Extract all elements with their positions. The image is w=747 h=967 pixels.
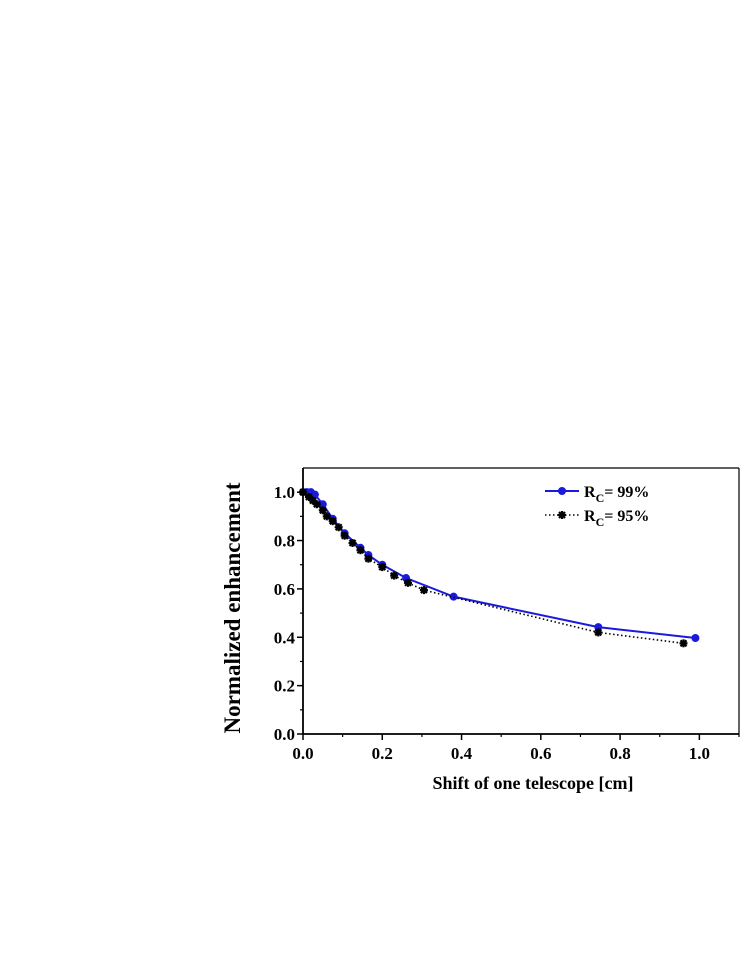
legend-label: RC= 95%: [584, 508, 649, 529]
data-point: [404, 578, 413, 587]
x-tick-label: 0.6: [530, 744, 551, 763]
data-point: [691, 633, 700, 642]
data-point: [322, 512, 331, 521]
data-point: [340, 531, 349, 540]
x-tick-label: 1.0: [689, 744, 710, 763]
x-tick-label: 0.2: [372, 744, 393, 763]
y-tick-label: 0.4: [274, 628, 296, 647]
y-tick-label: 0.6: [274, 580, 295, 599]
series-layer: [299, 488, 700, 648]
legend-item: RC= 99%: [545, 484, 649, 505]
data-point: [334, 523, 343, 532]
data-point: [318, 500, 327, 509]
legend-item: RC= 95%: [545, 508, 649, 529]
y-tick-label: 0.2: [274, 677, 295, 696]
data-point: [318, 506, 327, 515]
data-point: [390, 571, 399, 580]
data-point: [348, 538, 357, 547]
y-tick-label: 0.0: [274, 725, 295, 744]
data-point: [356, 546, 365, 555]
data-point: [679, 639, 688, 648]
plot-area: [302, 467, 740, 735]
legend-label: RC= 99%: [584, 484, 649, 505]
data-point: [312, 500, 321, 509]
x-axis-title: Shift of one telescope [cm]: [433, 773, 634, 793]
legend-marker: [558, 511, 566, 519]
series-2: [299, 488, 688, 648]
x-tick-label: 0.4: [451, 744, 473, 763]
data-point: [378, 563, 387, 572]
y-tick-label: 1.0: [274, 483, 295, 502]
data-point: [419, 586, 428, 595]
y-axis-title: Normalized enhancement: [220, 482, 245, 733]
legend-marker: [558, 487, 566, 495]
data-point: [328, 517, 337, 526]
x-tick-label: 0.0: [292, 744, 313, 763]
y-tick-label: 0.8: [274, 532, 295, 551]
data-point: [594, 628, 603, 637]
legend: RC= 99% RC= 95%: [545, 484, 649, 529]
y-axis-ticks: 0.0 0.2 0.4 0.6 0.8 1.0: [274, 483, 303, 744]
x-tick-label: 0.8: [609, 744, 630, 763]
data-point: [364, 554, 373, 563]
data-point: [299, 488, 307, 497]
x-axis-ticks: 0.0 0.2 0.4 0.6 0.8 1.0: [292, 734, 740, 763]
